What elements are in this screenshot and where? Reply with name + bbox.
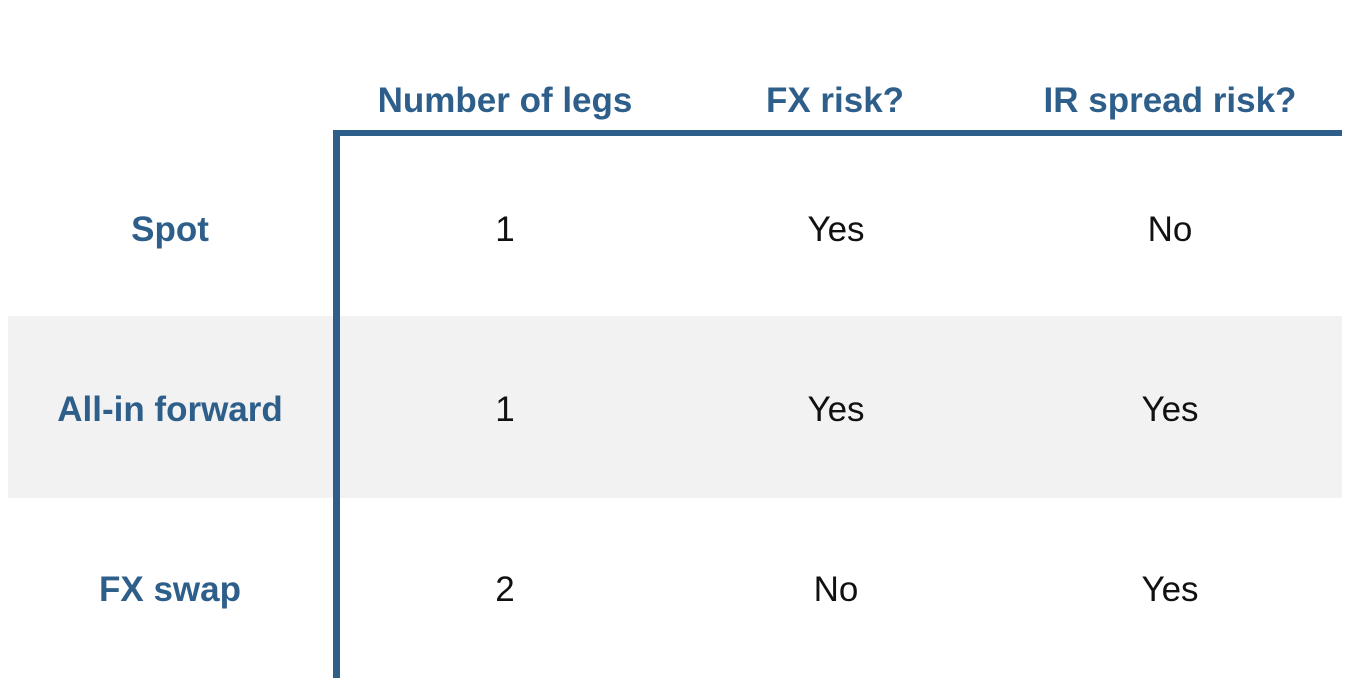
row-label-all-in-forward: All-in forward xyxy=(57,390,283,429)
cell-spot-number-of-legs: 1 xyxy=(495,210,515,249)
cell-all-in-forward-number-of-legs: 1 xyxy=(495,390,515,429)
column-header-number-of-legs: Number of legs xyxy=(377,81,633,120)
row-band-shaded xyxy=(8,316,1342,498)
cell-spot-fx-risk: Yes xyxy=(807,210,865,249)
cell-all-in-forward-fx-risk: Yes xyxy=(807,390,865,429)
cell-fx-swap-number-of-legs: 2 xyxy=(495,570,515,609)
cell-all-in-forward-ir-spread-risk: Yes xyxy=(1141,390,1199,429)
row-label-divider-line xyxy=(333,130,340,678)
row-label-fx-swap: FX swap xyxy=(99,570,241,609)
header-divider-line xyxy=(333,130,1342,136)
cell-fx-swap-ir-spread-risk: Yes xyxy=(1141,570,1199,609)
cell-fx-swap-fx-risk: No xyxy=(813,570,859,609)
cell-spot-ir-spread-risk: No xyxy=(1147,210,1193,249)
row-label-spot: Spot xyxy=(131,210,209,249)
column-header-ir-spread-risk: IR spread risk? xyxy=(1043,81,1297,120)
column-header-fx-risk: FX risk? xyxy=(765,81,905,120)
